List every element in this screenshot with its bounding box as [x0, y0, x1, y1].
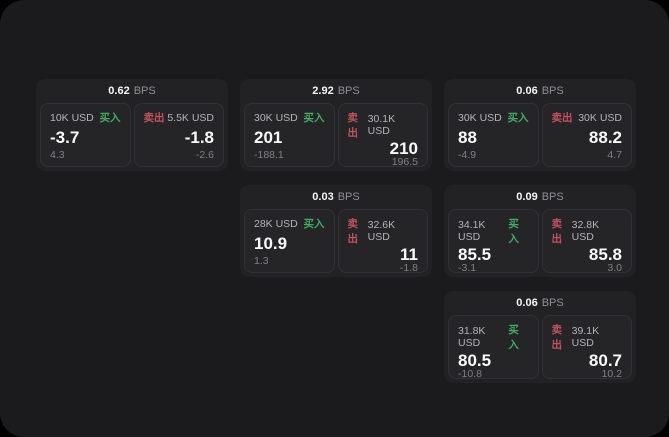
buy-change: 4.3 [50, 148, 65, 161]
buy-change: 1.3 [254, 254, 269, 267]
quote-card: 0.06 BPS 31.8K USD 买入 80.5 -10.8 卖出 39.1… [444, 291, 636, 383]
bps-value: 0.06 [516, 85, 538, 97]
buy-price: 85.5 [458, 245, 492, 264]
buy-change: -10.8 [458, 368, 482, 380]
sell-change: 3.0 [607, 262, 622, 274]
buy-tile[interactable]: 28K USD 买入 10.9 1.3 [244, 209, 335, 273]
sell-price: 85.8 [588, 245, 622, 264]
bps-unit: BPS [541, 297, 564, 309]
sell-price: 80.7 [588, 351, 622, 370]
buy-label: 买入 [303, 218, 325, 230]
sell-label: 卖出 [347, 218, 359, 245]
buy-label: 买入 [99, 112, 121, 124]
buy-price: 201 [254, 127, 283, 147]
sell-label: 卖出 [551, 112, 573, 124]
bps-unit: BPS [337, 191, 360, 203]
buy-tile[interactable]: 31.8K USD 买入 80.5 -10.8 [448, 315, 539, 379]
bps-value: 0.09 [516, 191, 538, 203]
buy-tile[interactable]: 30K USD 买入 88 -4.9 [448, 103, 539, 167]
sell-change: 4.7 [607, 148, 622, 161]
sell-tile[interactable]: 卖出 30.1K USD 210 196.5 [337, 103, 428, 168]
buy-amount: 31.8K USD [458, 325, 486, 349]
bps-unit: BPS [133, 85, 156, 97]
bps-unit: BPS [541, 85, 564, 97]
buy-tile[interactable]: 30K USD 买入 201 -188.1 [244, 103, 335, 167]
sell-change: 196.5 [391, 156, 418, 168]
buy-label: 买入 [508, 218, 519, 245]
sell-tile[interactable]: 卖出 32.8K USD 85.8 3.0 [541, 209, 632, 274]
quote-card: 2.92 BPS 30K USD 买入 201 -188.1 卖出 30.1K … [240, 79, 432, 171]
sell-tile[interactable]: 卖出 32.6K USD 11 -1.8 [337, 209, 428, 274]
sell-amount: 39.1K USD [571, 325, 600, 349]
buy-label: 买入 [303, 112, 325, 124]
quote-card: 0.06 BPS 30K USD 买入 88 -4.9 卖出 30K USD [444, 79, 636, 171]
bps-value: 0.62 [108, 85, 130, 97]
buy-price: 10.9 [254, 233, 288, 253]
quote-card: 0.03 BPS 28K USD 买入 10.9 1.3 卖出 32.6K US… [240, 185, 432, 277]
sell-label: 卖出 [551, 218, 563, 245]
buy-amount: 30K USD [458, 111, 502, 124]
sell-tile[interactable]: 卖出 5.5K USD -1.8 -2.6 [133, 103, 224, 167]
sell-price: 11 [400, 245, 418, 264]
bps-header: 0.06 BPS [448, 79, 632, 103]
buy-amount: 28K USD [254, 217, 298, 230]
buy-amount: 10K USD [50, 111, 94, 124]
quote-grid: 0.62 BPS 10K USD 买入 -3.7 4.3 卖出 5.5K USD [36, 79, 636, 383]
bps-value: 0.06 [516, 297, 538, 309]
buy-tile[interactable]: 34.1K USD 买入 85.5 -3.1 [448, 209, 539, 273]
bps-header: 0.62 BPS [40, 79, 224, 103]
buy-price: -3.7 [50, 127, 80, 147]
sell-amount: 30.1K USD [367, 113, 396, 137]
bps-header: 0.03 BPS [244, 185, 428, 209]
sell-label: 卖出 [143, 112, 165, 124]
buy-amount: 30K USD [254, 111, 298, 124]
sell-price: 210 [389, 139, 418, 158]
sell-amount: 5.5K USD [167, 111, 214, 124]
buy-label: 买入 [507, 112, 529, 124]
sell-price: 88.2 [588, 127, 622, 147]
sell-change: -2.6 [195, 148, 214, 161]
bps-header: 0.06 BPS [448, 291, 632, 315]
sell-price: -1.8 [184, 127, 214, 147]
bps-unit: BPS [541, 191, 564, 203]
sell-amount: 32.8K USD [571, 219, 600, 243]
buy-label: 买入 [508, 324, 519, 351]
sell-label: 卖出 [551, 324, 563, 351]
quote-card: 0.09 BPS 34.1K USD 买入 85.5 -3.1 卖出 32.8K… [444, 185, 636, 277]
sell-tile[interactable]: 卖出 30K USD 88.2 4.7 [541, 103, 632, 167]
buy-change: -188.1 [254, 148, 284, 161]
sell-amount: 30K USD [578, 111, 622, 124]
buy-price: 80.5 [458, 351, 492, 370]
sell-tile[interactable]: 卖出 39.1K USD 80.7 10.2 [541, 315, 632, 380]
sell-change: 10.2 [601, 368, 622, 380]
buy-price: 88 [458, 127, 477, 147]
buy-tile[interactable]: 10K USD 买入 -3.7 4.3 [40, 103, 131, 167]
buy-amount: 34.1K USD [458, 219, 486, 243]
sell-label: 卖出 [347, 112, 359, 139]
bps-value: 2.92 [312, 85, 334, 97]
sell-amount: 32.6K USD [367, 219, 396, 243]
quote-card: 0.62 BPS 10K USD 买入 -3.7 4.3 卖出 5.5K USD [36, 79, 228, 171]
buy-change: -3.1 [458, 262, 477, 274]
bps-unit: BPS [337, 85, 360, 97]
sell-change: -1.8 [399, 262, 418, 274]
bps-header: 2.92 BPS [244, 79, 428, 103]
bps-header: 0.09 BPS [448, 185, 632, 209]
bps-value: 0.03 [312, 191, 334, 203]
buy-change: -4.9 [458, 148, 477, 161]
